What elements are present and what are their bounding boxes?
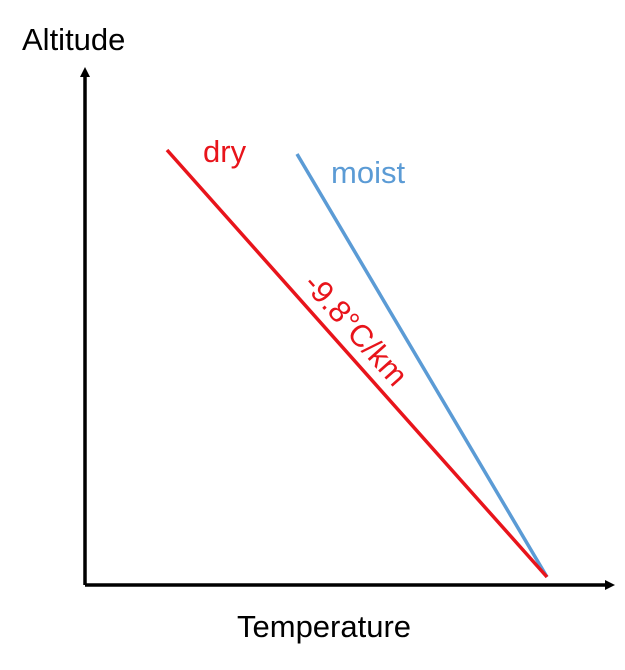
x-axis-label: Temperature [237,609,411,644]
moist-label: moist [331,155,405,190]
lapse-rate-label: -9.8°C/km [297,266,415,392]
dry-label: dry [203,134,247,169]
dry-line [165,148,549,579]
y-axis-label: Altitude [22,22,125,57]
moist-line [295,153,549,578]
